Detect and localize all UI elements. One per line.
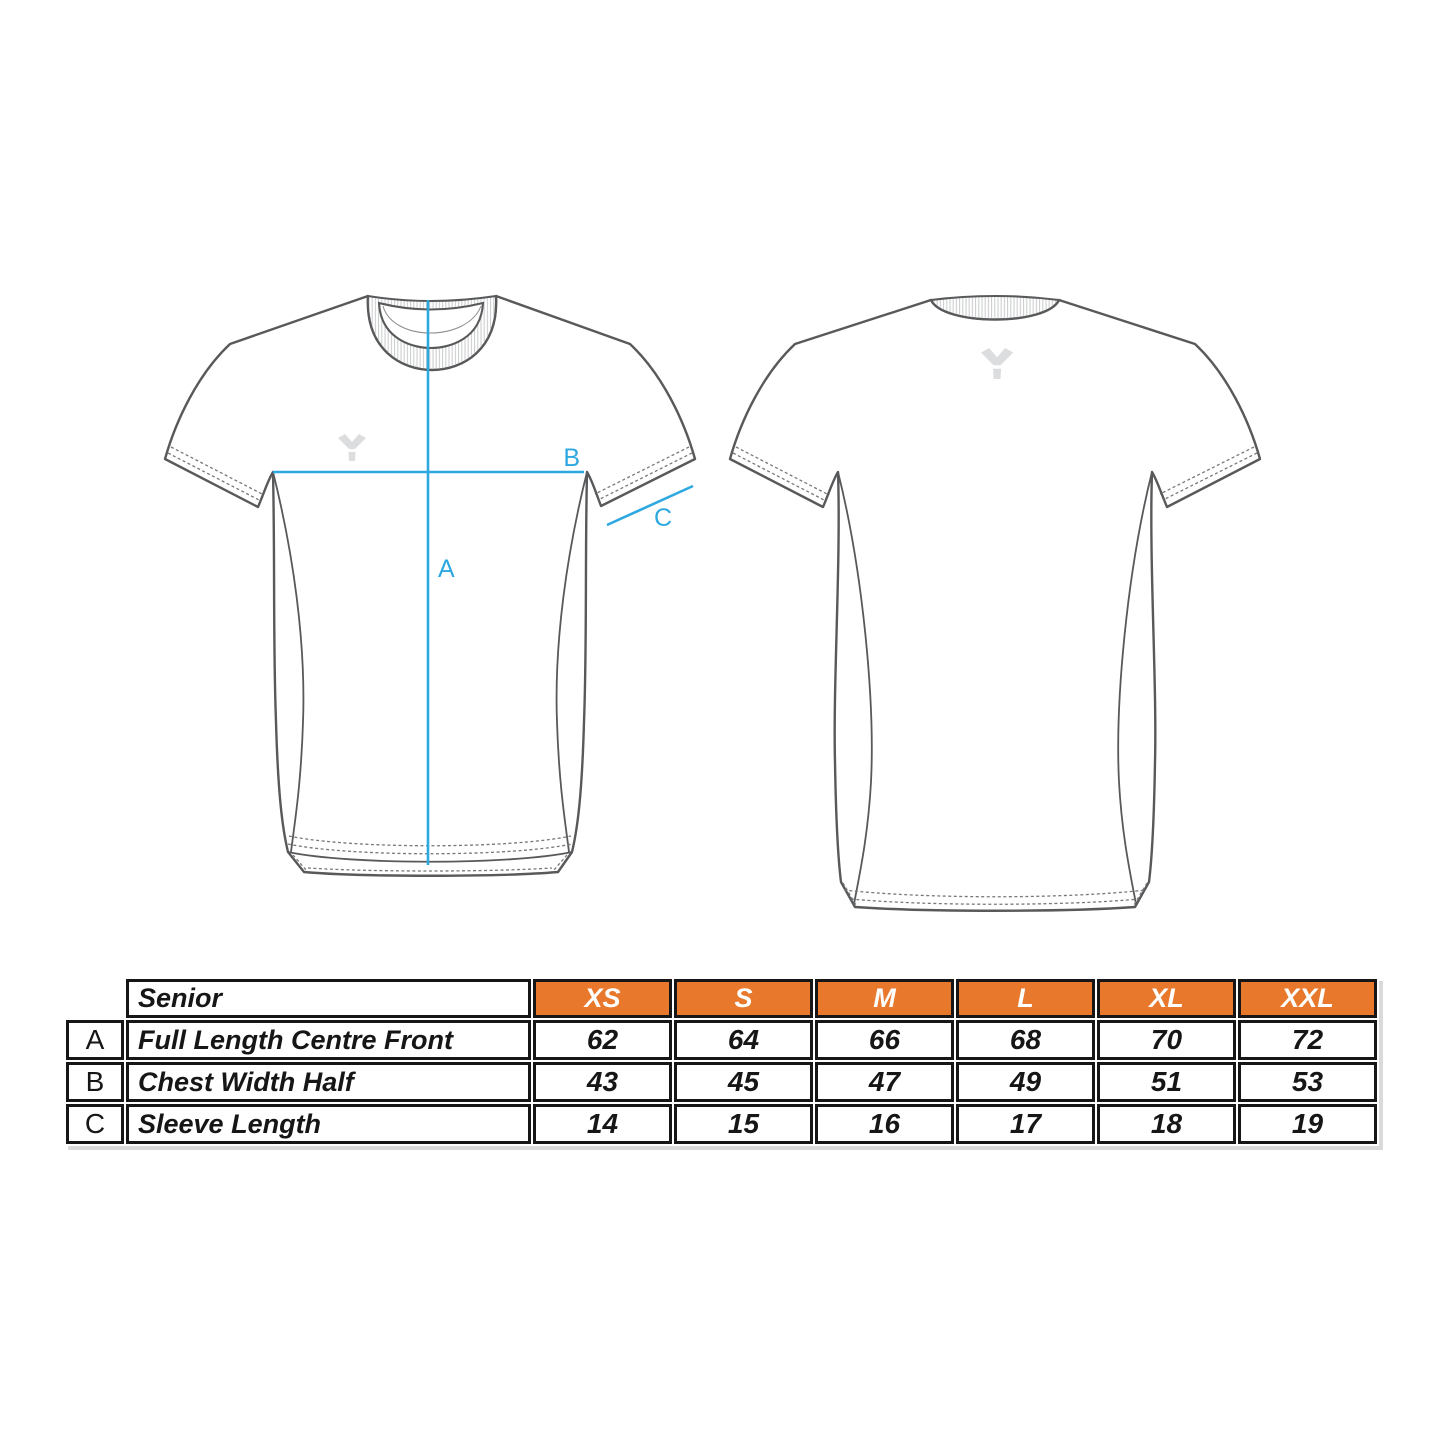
table-header-row: Senior XS S M L XL XXL (66, 979, 1377, 1018)
value-cell: 16 (815, 1104, 954, 1144)
front-body-outline (163, 294, 697, 877)
row-letter: C (66, 1104, 124, 1144)
value-cell: 64 (674, 1020, 813, 1060)
front-left-side-seam (272, 471, 305, 853)
measure-label-C: C (654, 504, 672, 532)
brand-logo-back (981, 348, 1014, 380)
value-cell: 17 (956, 1104, 1095, 1144)
value-cell: 14 (533, 1104, 672, 1144)
value-cell: 18 (1097, 1104, 1236, 1144)
tshirt-front-diagram: A B C (163, 294, 697, 877)
value-cell: 43 (533, 1062, 672, 1102)
table-row-c: C Sleeve Length 14 15 16 17 18 19 (66, 1104, 1377, 1144)
back-left-side-seam (837, 471, 873, 905)
table-row-b: B Chest Width Half 43 45 47 49 51 53 (66, 1062, 1377, 1102)
value-cell: 19 (1238, 1104, 1377, 1144)
row-measurement-name: Full Length Centre Front (126, 1020, 531, 1060)
back-collar (929, 294, 1061, 321)
value-cell: 68 (956, 1020, 1095, 1060)
value-cell: 62 (533, 1020, 672, 1060)
tshirt-back-diagram (728, 294, 1262, 912)
value-cell: 49 (956, 1062, 1095, 1102)
value-cell: 47 (815, 1062, 954, 1102)
corner-cell (66, 979, 124, 1018)
size-header-xl: XL (1097, 979, 1236, 1018)
size-header-xxl: XXL (1238, 979, 1377, 1018)
row-letter: A (66, 1020, 124, 1060)
row-measurement-name: Chest Width Half (126, 1062, 531, 1102)
value-cell: 72 (1238, 1020, 1377, 1060)
table-row-a: A Full Length Centre Front 62 64 66 68 7… (66, 1020, 1377, 1060)
value-cell: 15 (674, 1104, 813, 1144)
size-header-s: S (674, 979, 813, 1018)
row-letter: B (66, 1062, 124, 1102)
brand-logo-front (338, 434, 366, 461)
size-header-l: L (956, 979, 1095, 1018)
row-measurement-name: Sleeve Length (126, 1104, 531, 1144)
measure-line-C (606, 484, 694, 527)
group-label-cell: Senior (126, 979, 531, 1018)
value-cell: 45 (674, 1062, 813, 1102)
value-cell: 51 (1097, 1062, 1236, 1102)
back-right-side-seam (1117, 471, 1153, 905)
size-chart-table: Senior XS S M L XL XXL A Full Length Cen… (64, 977, 1379, 1146)
size-header-m: M (815, 979, 954, 1018)
front-right-side-seam (555, 471, 588, 853)
size-header-xs: XS (533, 979, 672, 1018)
value-cell: 53 (1238, 1062, 1377, 1102)
measure-label-B: B (563, 444, 580, 472)
value-cell: 66 (815, 1020, 954, 1060)
back-body-outline (728, 298, 1262, 912)
measure-label-A: A (438, 555, 455, 583)
front-hem-seam (287, 851, 573, 863)
value-cell: 70 (1097, 1020, 1236, 1060)
